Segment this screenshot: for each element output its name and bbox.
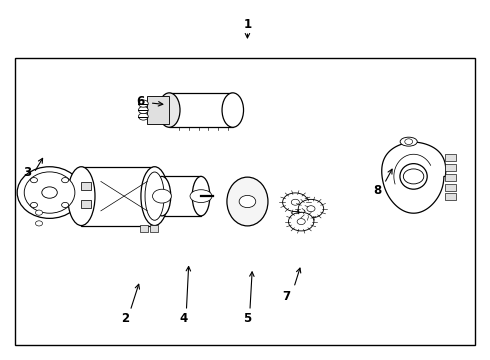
Circle shape <box>62 177 69 183</box>
Circle shape <box>307 206 315 212</box>
Text: 2: 2 <box>121 311 129 325</box>
Bar <box>445 193 456 201</box>
Ellipse shape <box>190 190 212 203</box>
Bar <box>169 93 233 127</box>
Text: 5: 5 <box>244 311 251 325</box>
Bar <box>81 167 155 226</box>
Text: 6: 6 <box>136 95 144 108</box>
Bar <box>141 225 148 232</box>
Circle shape <box>62 202 69 208</box>
Circle shape <box>298 199 324 218</box>
Circle shape <box>289 212 314 231</box>
Bar <box>162 176 201 216</box>
Circle shape <box>152 189 171 203</box>
Circle shape <box>35 221 43 226</box>
Ellipse shape <box>145 172 164 220</box>
Ellipse shape <box>222 93 244 127</box>
Bar <box>445 184 456 191</box>
Ellipse shape <box>400 137 417 146</box>
Circle shape <box>42 187 57 198</box>
Ellipse shape <box>159 93 180 127</box>
Text: 7: 7 <box>282 290 291 303</box>
Circle shape <box>405 139 413 144</box>
Bar <box>80 182 91 190</box>
Ellipse shape <box>192 176 210 216</box>
Ellipse shape <box>68 167 95 226</box>
Bar <box>15 58 475 345</box>
Bar <box>445 174 456 181</box>
Bar <box>445 154 456 161</box>
Circle shape <box>139 100 148 107</box>
Bar <box>150 225 158 232</box>
Circle shape <box>139 113 148 120</box>
Ellipse shape <box>227 177 268 226</box>
Ellipse shape <box>24 172 75 213</box>
Text: 4: 4 <box>180 311 188 325</box>
Circle shape <box>139 107 148 114</box>
Text: 3: 3 <box>24 166 32 179</box>
Circle shape <box>291 199 299 205</box>
Circle shape <box>239 195 256 208</box>
Bar <box>80 200 91 208</box>
Ellipse shape <box>153 176 171 216</box>
Circle shape <box>35 210 43 215</box>
Text: 1: 1 <box>244 18 251 31</box>
Circle shape <box>403 169 424 184</box>
Ellipse shape <box>17 167 82 219</box>
Ellipse shape <box>141 167 168 226</box>
Circle shape <box>30 177 38 183</box>
Circle shape <box>297 219 305 225</box>
Polygon shape <box>382 142 446 213</box>
Circle shape <box>283 193 308 212</box>
Text: 8: 8 <box>373 184 381 197</box>
Bar <box>445 163 456 171</box>
Bar <box>147 96 169 124</box>
Circle shape <box>30 202 38 208</box>
Ellipse shape <box>400 164 427 189</box>
